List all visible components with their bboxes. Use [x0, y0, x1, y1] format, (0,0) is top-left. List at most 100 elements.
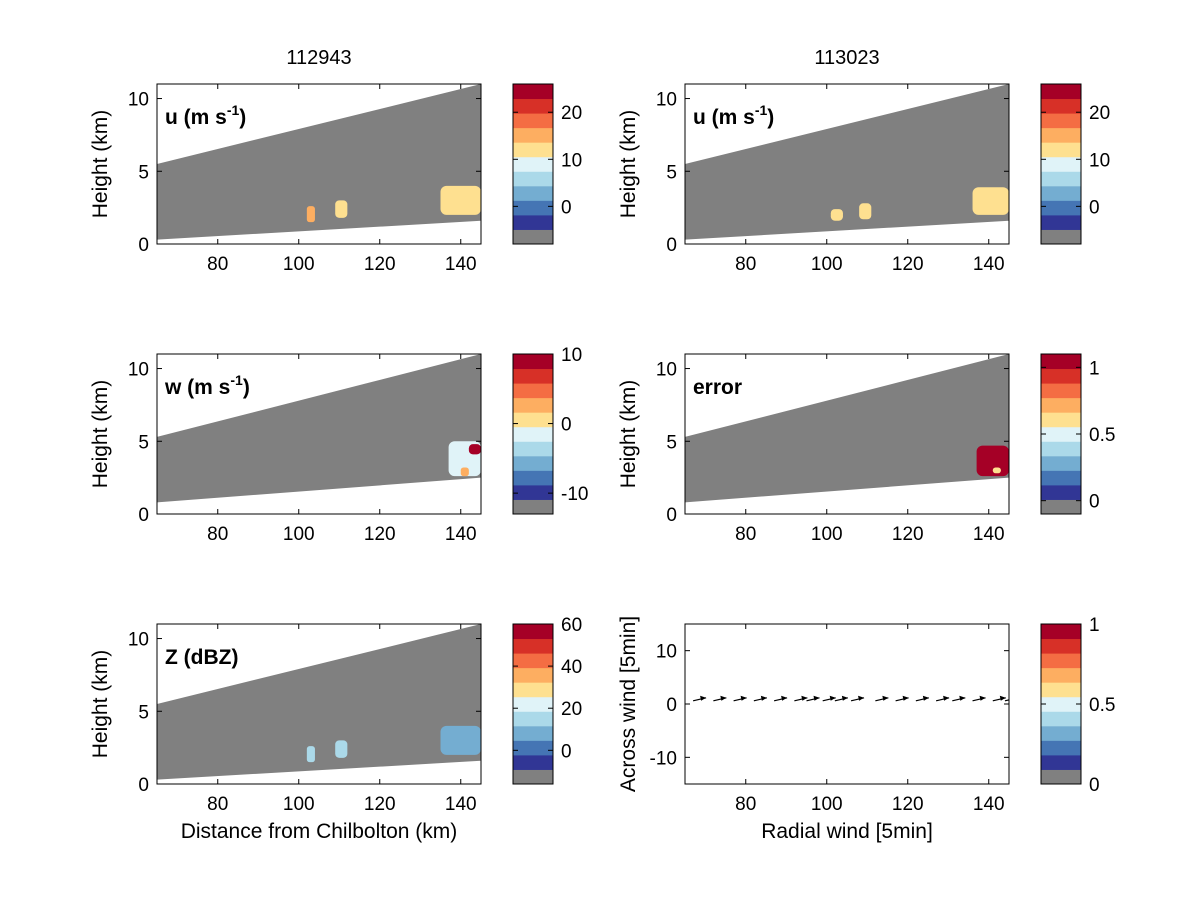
y-tick-label-0: 0: [666, 235, 677, 256]
colorbar-segment-1: [1041, 200, 1081, 216]
colorbar-segment-1: [513, 740, 553, 756]
x-axis-label: Radial wind [5min]: [761, 820, 933, 843]
x-tick-label-3: 140: [445, 794, 477, 815]
wind-arrowhead-11: [902, 695, 909, 701]
colorbar-segment-6: [513, 397, 553, 413]
wind-arrowhead-10: [882, 695, 889, 701]
panel-label-main: Z (dBZ): [165, 646, 238, 669]
y-tick-label-1: 0: [666, 695, 677, 716]
colorbar-tick-label-0: 0: [1089, 197, 1100, 218]
colorbar-tick-label-1: 0.5: [1089, 695, 1115, 716]
y-tick-label-1: 5: [666, 432, 677, 453]
colorbar-segment-gray: [513, 229, 553, 244]
data-feature-0: [306, 206, 315, 223]
x-tick-label-3: 140: [973, 254, 1005, 275]
colorbar: 00.51: [1040, 615, 1115, 796]
colorbar-segment-3: [513, 441, 553, 457]
y-tick-label-2: 10: [128, 360, 149, 381]
colorbar-segment-3: [1041, 171, 1081, 187]
colorbar-segment-4: [1041, 156, 1081, 172]
data-feature-0: [306, 746, 315, 763]
colorbar-segment-7: [1041, 653, 1081, 669]
panel-label-main: u (m s: [693, 106, 755, 129]
plot-area: [157, 354, 481, 503]
data-feature-2: [440, 185, 481, 215]
colorbar-segment-7: [1041, 113, 1081, 129]
colorbar-segment-5: [1041, 142, 1081, 158]
y-axis-label: Height (km): [89, 110, 112, 219]
panel-label: u (m s-1): [165, 102, 246, 129]
coverage-region: [157, 84, 481, 240]
colorbar-tick-label-0: 0: [1089, 775, 1100, 796]
y-tick-label-0: 0: [138, 775, 149, 796]
colorbar-segment-4: [513, 696, 553, 712]
x-tick-label-0: 80: [735, 254, 756, 275]
axes-frame: [156, 83, 482, 245]
column-title-0: 112943: [286, 47, 351, 69]
panel-label-tail: ): [239, 106, 246, 129]
colorbar-frame: [1040, 83, 1082, 245]
colorbar-segment-9: [1041, 84, 1081, 100]
axes-frame: [684, 83, 1010, 245]
colorbar-segment-3: [513, 711, 553, 727]
wind-arrow-17: [1004, 699, 1009, 702]
colorbar-segment-2: [513, 725, 553, 741]
colorbar-segment-0: [1041, 214, 1081, 230]
colorbar-tick-label-0: 0: [561, 741, 572, 762]
panel-label-tail: ): [767, 106, 774, 129]
plot-area: [157, 624, 481, 780]
y-tick-label-2: 10: [656, 360, 677, 381]
colorbar-tick-label-1: 10: [1089, 150, 1110, 171]
colorbar-segment-8: [513, 638, 553, 654]
y-tick-label-2: 10: [656, 642, 677, 663]
colorbar-segment-8: [513, 368, 553, 384]
colorbar-segment-0: [513, 484, 553, 500]
panel-label-sup: -1: [755, 102, 768, 118]
colorbar-tick-label-1: 0: [561, 415, 572, 436]
y-tick-label-0: 0: [138, 505, 149, 526]
colorbar-tick-label-2: 20: [561, 103, 582, 124]
colorbar-segment-5: [513, 142, 553, 158]
x-tick-label-2: 120: [364, 524, 396, 545]
data-feature-1: [468, 444, 481, 455]
colorbar-tick-label-1: 20: [561, 699, 582, 720]
coverage-region: [157, 354, 481, 503]
colorbar-segment-2: [513, 185, 553, 201]
colorbar-segment-1: [513, 200, 553, 216]
data-feature-1: [335, 740, 348, 758]
wind-arrowhead-14: [959, 695, 966, 701]
wind-arrowhead-17: [1012, 696, 1018, 701]
colorbar-segment-3: [1041, 441, 1081, 457]
panel-label-main: u (m s: [165, 106, 227, 129]
wind-arrowhead-0: [700, 695, 707, 701]
colorbar-tick-label-1: 10: [561, 150, 582, 171]
colorbar-tick-label-2: 1: [1089, 615, 1100, 636]
plot-area: [157, 84, 481, 240]
y-axis-label: Height (km): [89, 650, 112, 759]
colorbar-segment-5: [513, 412, 553, 428]
panel-label-sup: -1: [230, 372, 243, 388]
colorbar-segment-7: [513, 383, 553, 399]
panel-u-113023: 80 100 120 140 0 5 10 Height (km) u (m s-1) 0 10 20: [617, 83, 1110, 275]
x-tick-label-3: 140: [973, 794, 1005, 815]
colorbar-frame: [512, 83, 554, 245]
panel-label: Z (dBZ): [165, 646, 238, 669]
y-axis-label: Across wind [5min]: [617, 616, 640, 792]
x-tick-label-0: 80: [207, 254, 228, 275]
x-tick-label-0: 80: [207, 794, 228, 815]
x-tick-label-0: 80: [735, 794, 756, 815]
colorbar-tick-label-2: 1: [1089, 358, 1100, 379]
coverage-region: [157, 624, 481, 780]
x-tick-label-2: 120: [892, 254, 924, 275]
colorbar-frame: [512, 353, 554, 515]
colorbar-tick-label-0: -10: [561, 484, 588, 505]
colorbar: 0 10 20: [1040, 83, 1110, 245]
data-feature-1: [992, 467, 1001, 474]
colorbar-segment-0: [513, 214, 553, 230]
colorbar-segment-1: [1041, 470, 1081, 486]
colorbar-segment-2: [1041, 725, 1081, 741]
y-axis-label: Height (km): [89, 380, 112, 489]
wind-arrowhead-1: [720, 695, 727, 701]
